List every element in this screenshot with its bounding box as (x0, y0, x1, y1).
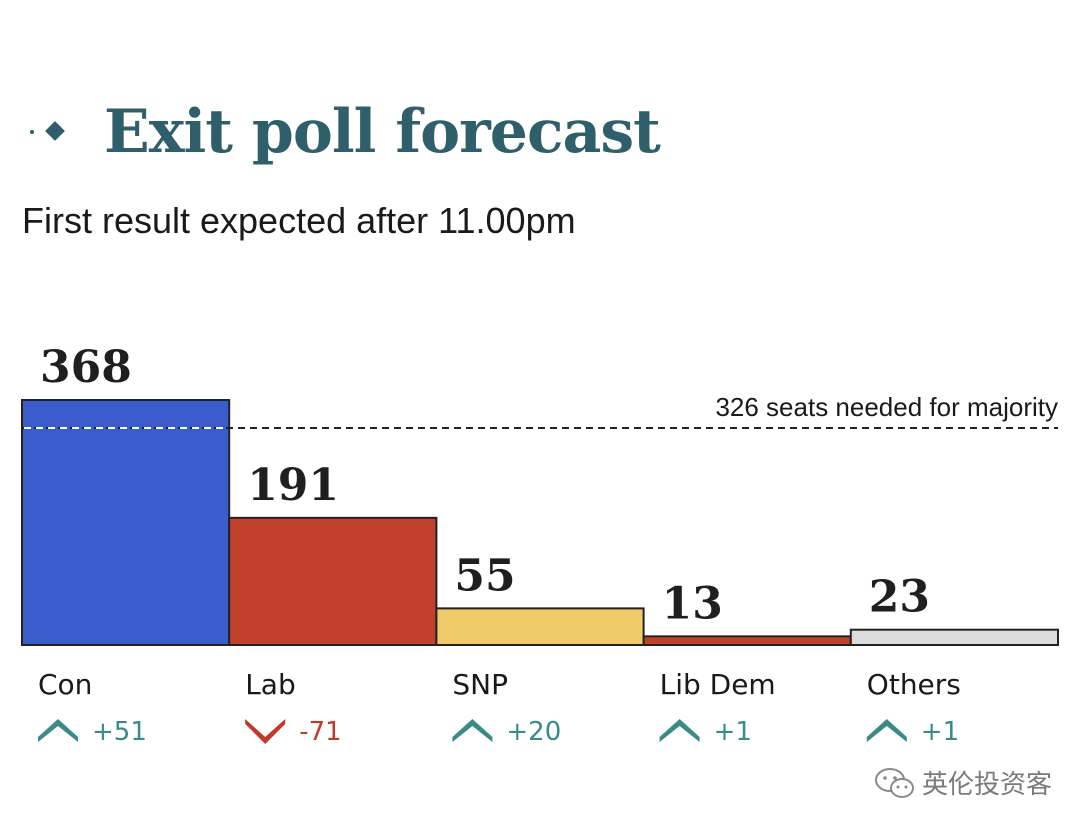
change-label-con: +51 (92, 717, 147, 747)
title-row: Exit poll forecast (28, 92, 661, 172)
change-label-snp: +20 (506, 717, 561, 747)
category-label-lib-dem: Lib Dem (660, 668, 776, 701)
category-label-snp: SNP (452, 668, 508, 701)
bar-snp (435, 607, 645, 647)
arrow-up-icon (659, 719, 700, 742)
category-label-con: Con (38, 668, 92, 701)
value-label-con: 368 (40, 342, 132, 393)
wechat-icon (874, 767, 914, 798)
page-subtitle: First result expected after 11.00pm (22, 200, 576, 241)
arrow-up-icon (452, 719, 493, 742)
arrow-up-icon (38, 719, 78, 742)
arrow-up-icon (866, 719, 907, 742)
value-label-lib-dem: 13 (662, 578, 723, 629)
page-title: Exit poll forecast (104, 97, 661, 167)
change-label-others: +1 (921, 717, 959, 747)
bar-lab (228, 516, 438, 646)
bar-lib-dem (642, 635, 852, 646)
category-label-lab: Lab (245, 668, 296, 701)
category-label-others: Others (867, 668, 961, 701)
value-label-snp: 55 (454, 550, 515, 601)
arrow-down-icon (245, 719, 286, 744)
diamond-bullet-icon (28, 117, 68, 147)
bar-others (849, 628, 1059, 646)
change-label-lab: -71 (299, 717, 341, 747)
watermark: 英伦投资客 (874, 764, 1052, 801)
value-label-others: 23 (869, 572, 930, 623)
bar-con (21, 399, 231, 646)
watermark-text: 英伦投资客 (921, 770, 1052, 800)
change-label-lib-dem: +1 (714, 717, 752, 747)
majority-label: 326 seats needed for majority (715, 392, 1058, 422)
value-label-lab: 191 (247, 460, 339, 511)
